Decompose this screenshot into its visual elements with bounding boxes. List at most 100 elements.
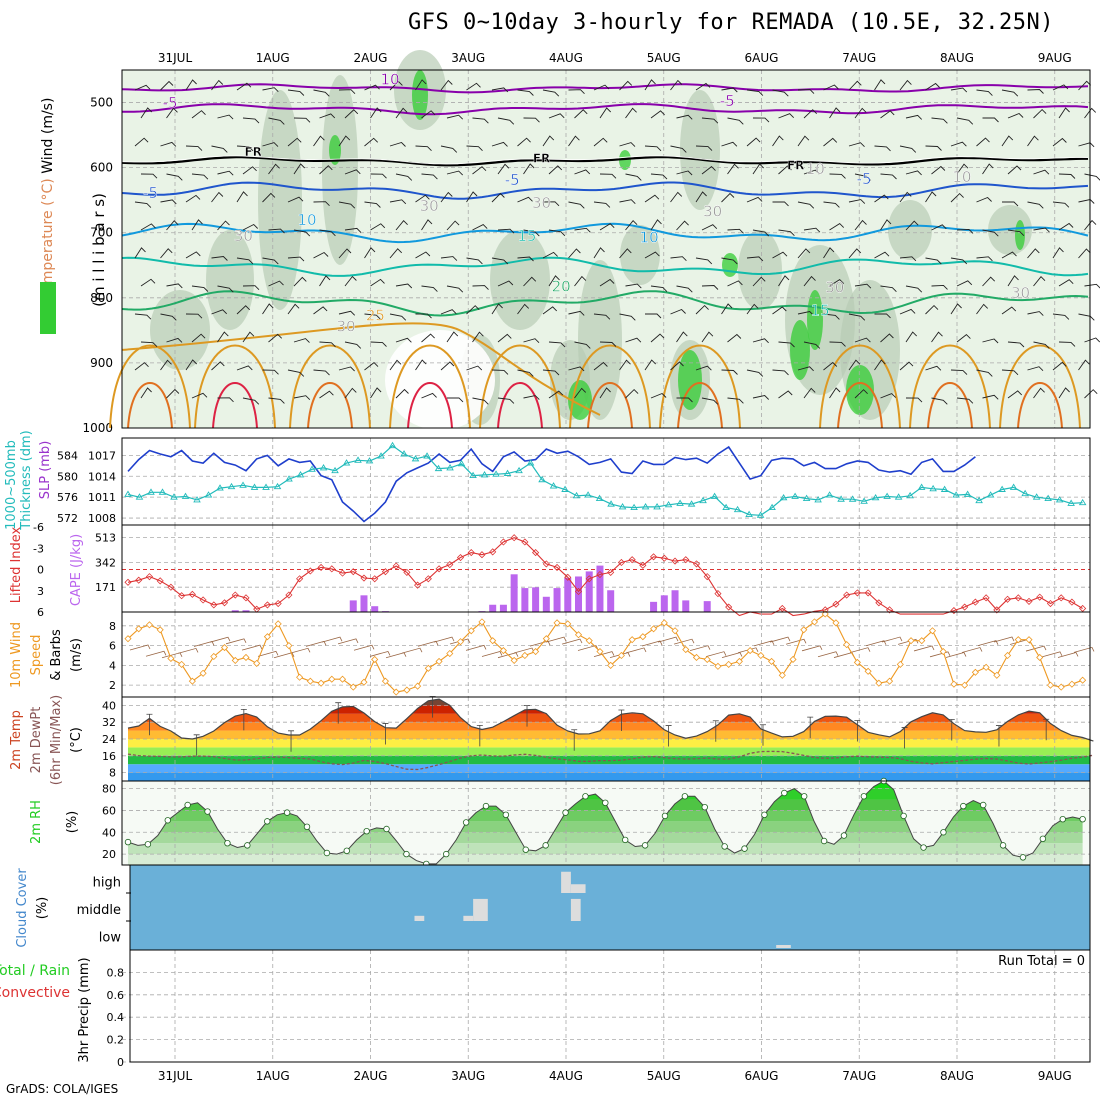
thickness-point [538, 475, 546, 483]
thickness-point [354, 456, 362, 463]
contour-label: -5 [143, 184, 158, 202]
wind-barb [625, 220, 638, 231]
wind-barb [593, 137, 608, 147]
wind-barb [262, 257, 279, 265]
rh2m-point [482, 802, 490, 810]
wind-barb [625, 647, 647, 654]
wind-speed-point [682, 645, 690, 654]
wind-speed-point [317, 679, 325, 687]
temp-band [128, 764, 1090, 773]
wind-speed-point [135, 625, 143, 633]
wind-barb [440, 145, 458, 153]
wind-barb [956, 228, 974, 234]
wind-speed-point [1046, 681, 1055, 689]
wind-barb [1027, 89, 1044, 94]
wind-barb [370, 387, 382, 399]
wind-barb [1057, 652, 1079, 658]
wind-speed-point [521, 651, 529, 660]
wind-barb [293, 276, 307, 287]
temp-tick-label: 40 [102, 699, 116, 712]
wind-barb [523, 276, 537, 287]
wind-speed-point [885, 677, 894, 685]
wind-barb [319, 390, 334, 399]
wind-barb [854, 389, 868, 399]
thickness-axis-sublabel: 1000~500mb [4, 440, 19, 530]
wind-barb [568, 248, 581, 259]
wind-barb [950, 257, 968, 265]
wind-barb [166, 388, 180, 399]
wind-barb [976, 369, 993, 377]
date-label-top: 8AUG [940, 51, 974, 65]
date-label-top: 3AUG [451, 51, 485, 65]
contour-label: 10 [952, 168, 971, 186]
wind-barb [650, 219, 662, 231]
wind-barb [746, 137, 761, 147]
wind-barb [772, 201, 789, 207]
dewpoint-series-line [127, 750, 1094, 771]
wind-speed-point [360, 678, 368, 686]
slp-tick-label: 1011 [88, 491, 116, 504]
wind-barb [395, 173, 413, 181]
wind-barb [721, 141, 738, 147]
thickness-point [641, 503, 650, 510]
wind-barb [801, 645, 823, 652]
lifted-index-point [446, 561, 454, 569]
wind-barb [491, 192, 505, 203]
temp-band [128, 755, 1090, 765]
wind-barb [905, 170, 922, 176]
cape-bar [564, 577, 572, 612]
wind-barb [772, 251, 788, 259]
contour-label: FR [533, 151, 550, 165]
wind-speed-point [714, 662, 722, 670]
wind-barb [217, 331, 229, 343]
wind-barb [1041, 651, 1063, 658]
temp-minmax-bar [759, 724, 766, 746]
wind-barb [854, 173, 872, 181]
wind-barb [670, 308, 686, 315]
wind-barb [415, 313, 432, 319]
wind-speed-point [542, 635, 550, 643]
lifted-index-point [1046, 599, 1055, 608]
wind-barb [670, 145, 687, 153]
wind-barb [1058, 279, 1074, 287]
thickness-point [894, 493, 903, 500]
wind-barb [1058, 173, 1076, 179]
rh2m-point [900, 812, 907, 820]
thickness-point [848, 495, 857, 502]
wind-barb [746, 256, 764, 262]
wind-speed-point [585, 637, 593, 645]
wind-frame [121, 611, 1091, 698]
wind-barb [905, 331, 918, 343]
wind-barb [257, 650, 279, 657]
temp-band [128, 730, 1090, 739]
wind-barb [242, 166, 257, 175]
wind-barb [370, 278, 385, 287]
lifted-index-point [263, 601, 272, 609]
wind-barb [599, 107, 612, 119]
wind-barb [574, 387, 587, 399]
wind-barb [913, 645, 935, 652]
wind-speed-point [832, 619, 840, 627]
lifted-index-tick-label: 3 [37, 585, 44, 598]
lifted-index-point [360, 574, 368, 582]
wind-barb [415, 145, 432, 152]
wind-barb [695, 82, 711, 91]
precip-axis-unit: 3hr Precip (mm) [77, 957, 92, 1062]
date-label-top: 5AUG [647, 51, 681, 65]
wind-barb [1084, 219, 1097, 231]
wind-speed-point [768, 657, 776, 665]
lifted-index-point [564, 573, 572, 581]
slp-tick-label: 1008 [88, 512, 116, 525]
thickness-point [1021, 489, 1029, 497]
wind-speed-point [253, 659, 261, 667]
wind-speed-point [800, 626, 808, 634]
lifted-index-point [328, 565, 336, 573]
wind-barb [344, 341, 362, 349]
date-label-bottom: 1AUG [256, 1069, 290, 1083]
wind-barb [319, 341, 336, 348]
cape-tick-label: 342 [95, 556, 116, 569]
precip-tick-label: 0.8 [107, 966, 125, 979]
wind-barb [185, 313, 203, 319]
wind-speed-point [961, 681, 969, 689]
rh-shade [322, 75, 358, 265]
